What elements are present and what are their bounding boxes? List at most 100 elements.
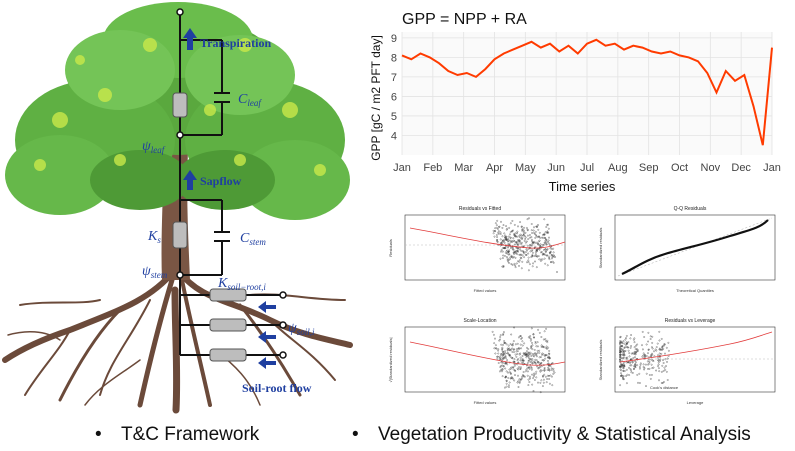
scatter-point	[545, 354, 548, 356]
scatter-point	[526, 229, 529, 232]
scatter-point	[507, 235, 510, 238]
scatter-point	[634, 348, 637, 351]
scatter-point	[631, 352, 634, 355]
scatter-point	[504, 255, 506, 257]
scatter-point	[665, 370, 668, 373]
scatter-point	[502, 344, 504, 346]
scatter-point	[651, 342, 654, 344]
scatter-point	[643, 367, 646, 370]
scatter-point	[545, 381, 548, 384]
scatter-point	[544, 231, 547, 234]
scatter-point	[521, 377, 523, 380]
scatter-point	[514, 264, 516, 267]
scatter-point	[529, 263, 531, 266]
y-axis-label: Standardized residuals	[598, 228, 603, 269]
scatter-point	[655, 349, 658, 352]
scatter-point	[501, 250, 504, 253]
scatter-point	[493, 342, 496, 345]
scatter-point	[658, 370, 661, 373]
scatter-point	[551, 256, 554, 258]
scatter-point	[495, 226, 498, 229]
scatter-point	[547, 223, 549, 226]
scatter-point	[516, 253, 518, 256]
scatter-point	[504, 386, 506, 389]
scatter-point	[544, 357, 547, 360]
scatter-point	[504, 367, 507, 370]
scatter-point	[520, 253, 523, 256]
scatter-points	[491, 326, 556, 394]
scatter-point	[647, 352, 649, 355]
scatter-point	[630, 369, 632, 372]
scatter-point	[543, 249, 545, 251]
scatter-point	[501, 375, 504, 378]
scatter-point	[514, 353, 517, 356]
scatter-point	[541, 258, 544, 261]
scatter-point	[515, 262, 518, 265]
scatter-point	[506, 252, 508, 255]
scatter-point	[535, 241, 538, 244]
scatter-point	[510, 333, 513, 336]
scatter-point	[513, 379, 516, 382]
scatter-point	[505, 379, 508, 382]
regression-diagnostic-plots: Residuals vs Fitted Fitted values Residu…	[388, 206, 776, 405]
scatter-point	[517, 374, 519, 377]
scatter-point	[642, 363, 645, 366]
scatter-point	[544, 248, 547, 251]
scatter-point	[532, 262, 534, 265]
scatter-point	[507, 259, 510, 261]
scatter-point	[547, 346, 550, 349]
scatter-point	[542, 244, 544, 246]
scatter-point	[533, 255, 536, 257]
scatter-point	[525, 368, 528, 371]
scatter-point	[534, 342, 537, 345]
scatter-point	[503, 353, 506, 356]
scatter-point	[661, 382, 664, 384]
scatter-point	[508, 242, 511, 245]
scatter-point	[514, 235, 517, 237]
scatter-point	[662, 359, 664, 362]
scatter-point	[499, 231, 502, 234]
scatter-point	[556, 271, 558, 273]
scatter-point	[537, 381, 539, 384]
scatter-point	[501, 265, 504, 268]
scatter-point	[527, 361, 529, 364]
scatter-point	[531, 348, 534, 351]
scatter-point	[544, 354, 547, 357]
scatter-point	[512, 237, 515, 240]
scatter-point	[509, 239, 511, 242]
scatter-point	[533, 375, 535, 378]
scatter-point	[514, 369, 516, 372]
scatter-point	[505, 250, 508, 253]
scatter-point	[506, 363, 509, 366]
resistor-leaf	[172, 92, 188, 118]
scatter-point	[648, 361, 651, 363]
scatter-point	[533, 360, 535, 363]
scatter-point	[504, 342, 507, 344]
scatter-point	[623, 361, 625, 364]
x-axis-ticks: Jan Feb Mar Apr May Jun Jul Aug Sep Oct Nov Dec Jan	[393, 162, 781, 174]
scatter-point	[620, 340, 622, 343]
scatter-point	[520, 267, 523, 270]
scatter-point	[496, 219, 499, 222]
scatter-point	[656, 342, 659, 345]
scatter-point	[508, 384, 510, 387]
scatter-point	[528, 353, 531, 356]
scatter-point	[549, 247, 552, 250]
scatter-point	[518, 235, 521, 238]
scatter-point	[508, 227, 511, 229]
scatter-point	[500, 250, 502, 253]
scatter-point	[542, 236, 545, 239]
scatter-point	[550, 248, 553, 251]
scatter-point	[626, 382, 628, 385]
scatter-point	[502, 224, 505, 226]
scatter-point	[552, 254, 555, 257]
scatter-point	[523, 353, 525, 355]
scatter-point	[501, 358, 504, 361]
scatter-point	[548, 364, 550, 367]
scatter-point	[524, 352, 527, 354]
scatter-point	[505, 225, 507, 227]
scatter-point	[537, 228, 540, 231]
scatter-point	[644, 355, 647, 358]
scatter-point	[535, 266, 538, 269]
scatter-points	[619, 330, 670, 387]
